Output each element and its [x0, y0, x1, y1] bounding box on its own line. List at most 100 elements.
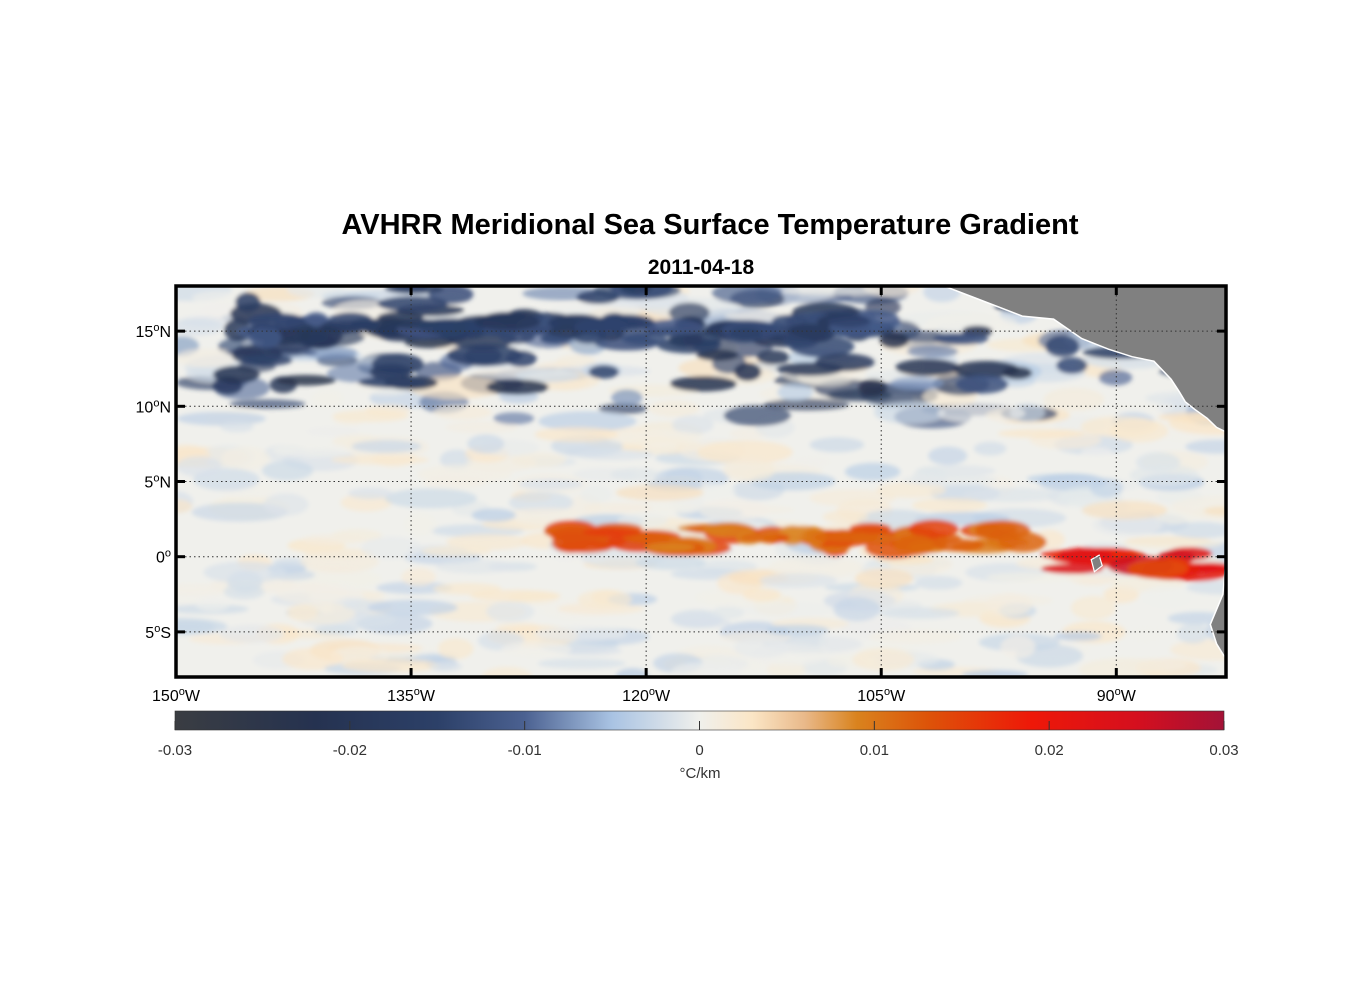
- gradient-cell: [615, 668, 650, 677]
- gradient-cell: [1081, 447, 1113, 458]
- gradient-cell: [622, 332, 667, 346]
- gradient-cell: [914, 576, 963, 590]
- gradient-cell: [879, 332, 909, 349]
- gradient-cell: [486, 379, 549, 395]
- gradient-cell: [703, 522, 755, 538]
- y-tick-label: 5oS: [145, 623, 171, 642]
- gradient-cell: [1127, 559, 1188, 579]
- gradient-cell: [249, 327, 282, 349]
- gradient-cell: [223, 584, 265, 600]
- gradient-cell: [471, 508, 516, 522]
- gradient-cell: [878, 607, 960, 619]
- gradient-cell: [505, 350, 537, 367]
- x-tick-label: 135oW: [387, 686, 436, 705]
- gradient-cell: [348, 487, 394, 500]
- gradient-cell: [467, 434, 505, 454]
- gradient-cell: [493, 412, 535, 425]
- gradient-cell: [445, 421, 518, 434]
- x-tick-label: 105oW: [857, 686, 906, 705]
- gradient-cell: [384, 488, 478, 509]
- gradient-cell: [648, 400, 700, 417]
- gradient-cell: [854, 568, 914, 589]
- gradient-cell: [313, 625, 359, 635]
- gradient-cell: [272, 443, 353, 458]
- gradient-cell: [862, 286, 920, 297]
- gradient-cell: [1170, 522, 1226, 539]
- gradient-cell: [176, 411, 266, 426]
- land-south-america: [1209, 559, 1226, 661]
- colorbar-label: °C/km: [680, 765, 721, 782]
- gradient-cell: [858, 379, 888, 397]
- gradient-cell: [668, 334, 704, 347]
- gradient-cell: [500, 640, 572, 658]
- gradient-cell: [384, 286, 444, 294]
- gradient-cell: [1115, 658, 1187, 672]
- gradient-cell: [961, 669, 1028, 677]
- land-galapagos: [1090, 554, 1103, 573]
- gradient-cell: [421, 545, 491, 557]
- gradient-cell: [376, 581, 453, 595]
- gradient-cell: [610, 467, 660, 482]
- gradient-cell: [698, 498, 769, 522]
- gradient-cell: [429, 661, 463, 672]
- gradient-cell: [418, 318, 468, 335]
- gradient-cell: [644, 542, 696, 552]
- gradient-cell: [759, 573, 838, 588]
- colorbar-tick-label: 0.03: [1209, 742, 1238, 759]
- gradient-cell: [723, 405, 791, 427]
- gradient-cell: [788, 323, 831, 338]
- gradient-cell: [973, 441, 1007, 456]
- gradient-cell: [635, 555, 706, 570]
- gradient-cell: [813, 531, 878, 543]
- gradient-cell: [273, 557, 308, 569]
- gradient-cell: [282, 647, 344, 670]
- gradient-cell: [766, 624, 830, 636]
- gradient-cell: [697, 440, 793, 465]
- colorbar-ticks: -0.03 -0.02 -0.01 0 0.01 0.02 0.03: [158, 721, 1239, 759]
- gradient-cell: [333, 412, 368, 425]
- gradient-cell: [371, 353, 424, 375]
- gradient-cell: [711, 606, 745, 620]
- gradient-cell: [176, 318, 224, 336]
- gradient-cell: [1002, 366, 1033, 380]
- gradient-cell: [534, 426, 619, 443]
- colorbar-tick-label: -0.03: [158, 742, 192, 759]
- gradient-cell: [932, 538, 984, 552]
- colorbar-tick-label: 0.02: [1035, 742, 1064, 759]
- gradient-cell: [511, 452, 567, 468]
- gradient-cell: [890, 376, 944, 391]
- heatmap-blobs: [176, 286, 1226, 677]
- gradient-cell: [722, 458, 776, 482]
- colorbar-tick-label: 0.01: [860, 742, 889, 759]
- gradient-cell: [241, 354, 293, 367]
- gradient-cell: [763, 398, 850, 411]
- gradient-cell: [301, 534, 367, 545]
- gradient-cell: [350, 318, 381, 331]
- gradient-cell: [670, 376, 737, 392]
- gradient-cell: [1054, 631, 1102, 641]
- gradient-cell: [577, 589, 632, 609]
- gradient-cell: [176, 617, 228, 635]
- gradient-cell: [986, 572, 1083, 583]
- land-mask: [941, 286, 1226, 661]
- gradient-cell: [742, 588, 782, 602]
- gradient-cell: [925, 313, 1018, 334]
- gradient-cell: [437, 638, 474, 660]
- gradient-cell: [275, 583, 350, 605]
- gradient-cell: [1110, 418, 1169, 443]
- y-tick-label: 10oN: [136, 397, 171, 416]
- gradient-cell: [789, 635, 828, 648]
- gradient-cell: [538, 411, 637, 432]
- gradient-cell: [481, 666, 533, 677]
- gradient-cell: [1041, 563, 1104, 574]
- gradient-cell: [768, 556, 865, 579]
- gradient-cell: [574, 449, 655, 461]
- gradient-cell: [301, 326, 343, 347]
- gradient-cell: [822, 510, 869, 524]
- x-tick-label: 90oW: [1097, 686, 1137, 705]
- gradient-cell: [868, 629, 962, 644]
- gradient-cell: [912, 498, 988, 513]
- gradient-cell: [796, 453, 832, 468]
- gradient-cell: [401, 568, 436, 586]
